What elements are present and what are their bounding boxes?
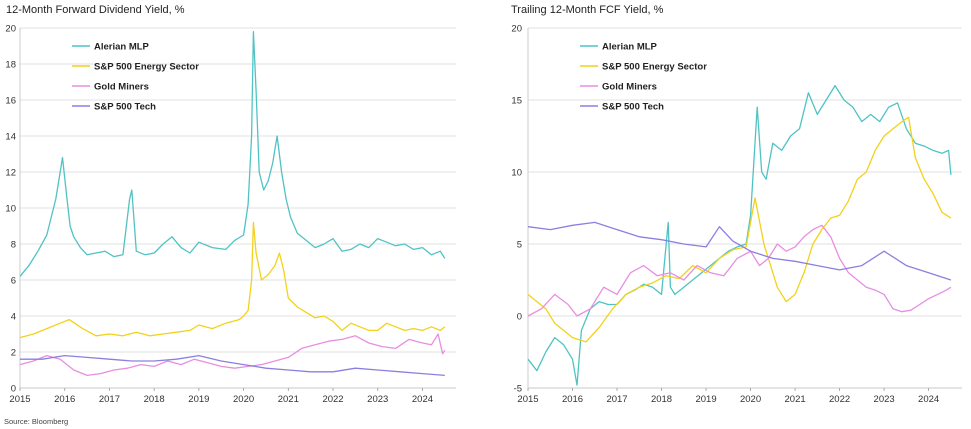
y-tick-label: 20 bbox=[5, 24, 16, 35]
y-tick-label: 10 bbox=[5, 204, 16, 215]
y-tick-label: -5 bbox=[514, 384, 522, 395]
series-line-gold-miners bbox=[527, 224, 952, 317]
x-tick-label: 2015 bbox=[9, 394, 30, 405]
y-tick-label: 20 bbox=[511, 24, 522, 35]
y-tick-label: 4 bbox=[11, 312, 16, 323]
y-tick-label: 6 bbox=[11, 276, 16, 287]
x-tick-label: 2024 bbox=[918, 394, 939, 405]
x-tick-label: 2019 bbox=[695, 394, 716, 405]
plot-area bbox=[528, 28, 962, 388]
y-tick-label: 12 bbox=[5, 168, 16, 179]
y-tick-label: 15 bbox=[511, 96, 522, 107]
chart-title-fcf-yield: Trailing 12-Month FCF Yield, % bbox=[511, 4, 664, 16]
legend-label: Alerian MLP bbox=[602, 42, 658, 53]
x-tick-label: 2019 bbox=[188, 394, 209, 405]
y-tick-label: 14 bbox=[5, 132, 16, 143]
x-tick-label: 2018 bbox=[651, 394, 672, 405]
x-tick-label: 2016 bbox=[562, 394, 583, 405]
y-tick-label: 16 bbox=[5, 96, 16, 107]
x-tick-label: 2020 bbox=[740, 394, 761, 405]
x-tick-label: 2023 bbox=[367, 394, 388, 405]
legend-label: Gold Miners bbox=[602, 82, 657, 93]
x-tick-label: 2015 bbox=[517, 394, 538, 405]
x-tick-label: 2022 bbox=[322, 394, 343, 405]
legend-label: S&P 500 Tech bbox=[94, 102, 156, 113]
chart-panel-2: -5 0 5 10 15 20 2015 2016 2017 2018 2019 2020 2021 20… bbox=[511, 24, 962, 405]
series-line-s-p-500-energy-sector bbox=[19, 221, 446, 339]
y-tick-label: 8 bbox=[11, 240, 16, 251]
series-line-s-p-500-energy-sector bbox=[527, 116, 952, 343]
legend-label: S&P 500 Tech bbox=[602, 102, 664, 113]
chart-title-dividend-yield: 12-Month Forward Dividend Yield, % bbox=[6, 4, 185, 16]
y-tick-label: 5 bbox=[517, 240, 522, 251]
y-tick-label: 0 bbox=[517, 312, 522, 323]
y-tick-label: 10 bbox=[511, 168, 522, 179]
x-tick-label: 2024 bbox=[412, 394, 433, 405]
x-tick-label: 2022 bbox=[829, 394, 850, 405]
series-line-s-p-500-tech bbox=[527, 221, 952, 281]
y-tick-label: 0 bbox=[11, 384, 16, 395]
y-tick-label: 18 bbox=[5, 60, 16, 71]
x-tick-label: 2020 bbox=[233, 394, 254, 405]
x-tick-label: 2018 bbox=[144, 394, 165, 405]
x-tick-label: 2017 bbox=[606, 394, 627, 405]
series-line-gold-miners bbox=[19, 333, 446, 377]
chart-panel-1: 0 2 4 6 8 10 12 14 16 18 20 2015 2016 2017 2018 2019 202… bbox=[5, 24, 456, 405]
x-tick-label: 2016 bbox=[54, 394, 75, 405]
legend-label: Alerian MLP bbox=[94, 42, 150, 53]
x-tick-label: 2021 bbox=[785, 394, 806, 405]
x-tick-label: 2017 bbox=[99, 394, 120, 405]
x-tick-label: 2023 bbox=[874, 394, 895, 405]
legend-label: S&P 500 Energy Sector bbox=[94, 62, 199, 73]
source-note: Source: Bloomberg bbox=[4, 417, 69, 426]
series-line-s-p-500-tech bbox=[20, 354, 445, 377]
series-line-alerian-mlp bbox=[19, 30, 446, 277]
legend-label: Gold Miners bbox=[94, 82, 149, 93]
legend-label: S&P 500 Energy Sector bbox=[602, 62, 707, 73]
y-tick-label: 2 bbox=[11, 348, 16, 359]
x-tick-label: 2021 bbox=[278, 394, 299, 405]
